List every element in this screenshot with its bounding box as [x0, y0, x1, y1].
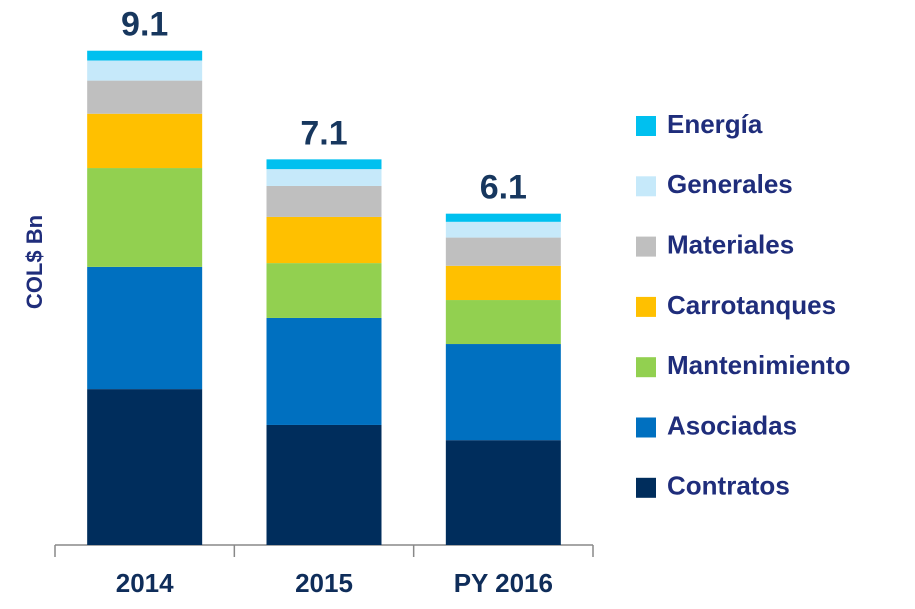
legend-swatch: [636, 477, 656, 498]
bar-segment: [445, 300, 561, 345]
bar-segment: [87, 60, 203, 81]
legend-label: Contratos: [667, 471, 790, 501]
legend-label: Asociadas: [667, 410, 797, 440]
legend-label: Mantenimiento: [667, 350, 850, 380]
bar-segment: [266, 185, 382, 217]
legend-label: Generales: [667, 169, 793, 199]
bar-segment: [445, 221, 561, 238]
bar-segment: [266, 263, 382, 318]
total-label: 9.1: [121, 6, 168, 44]
bar-segment: [87, 80, 203, 114]
legend-swatch: [636, 236, 656, 257]
legend-swatch: [636, 116, 656, 136]
bar-segment: [266, 216, 382, 264]
bar-segment: [87, 113, 203, 169]
bar-segment: [445, 440, 561, 545]
bar-segment: [87, 389, 203, 545]
total-label: 7.1: [300, 114, 347, 152]
x-tick-label: PY 2016: [454, 568, 553, 598]
bar-segment: [445, 237, 561, 266]
legend-label: Carrotanques: [667, 290, 836, 320]
bar-segment: [266, 159, 382, 170]
bar-segment: [266, 317, 382, 425]
bar-segment: [445, 344, 561, 441]
legend-label: Materiales: [667, 229, 794, 259]
bar-segment: [87, 168, 203, 267]
legend-swatch: [636, 176, 656, 197]
total-label: 6.1: [480, 169, 527, 207]
x-tick-label: 2015: [295, 568, 353, 598]
bar-segment: [266, 169, 382, 186]
bar-segment: [87, 266, 203, 390]
bar-segment: [445, 213, 561, 222]
bar-segment: [266, 424, 382, 545]
legend-swatch: [636, 417, 656, 438]
bar-segment: [87, 50, 203, 61]
x-tick-label: 2014: [116, 568, 174, 598]
bar-segment: [445, 265, 561, 301]
legend-label: Energía: [667, 109, 763, 139]
y-axis-label: COL$ Bn: [22, 215, 47, 309]
legend-swatch: [636, 296, 656, 317]
legend-swatch: [636, 357, 656, 378]
